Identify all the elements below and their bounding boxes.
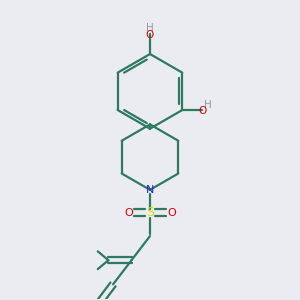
Text: O: O (146, 30, 154, 40)
Text: O: O (199, 106, 207, 116)
Text: O: O (167, 208, 176, 218)
Text: S: S (146, 206, 154, 219)
Text: H: H (204, 100, 212, 110)
Text: H: H (146, 23, 154, 33)
Text: O: O (124, 208, 133, 218)
Text: N: N (146, 185, 154, 195)
